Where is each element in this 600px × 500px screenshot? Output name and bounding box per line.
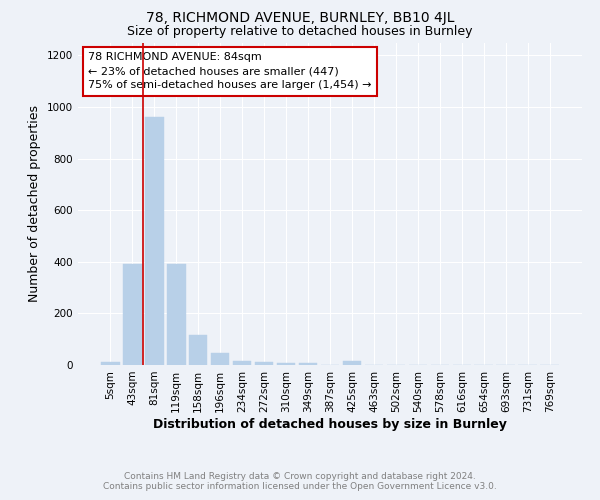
Bar: [167, 264, 185, 365]
Bar: [101, 362, 119, 365]
Bar: [343, 362, 361, 365]
Bar: [255, 362, 274, 365]
Text: Size of property relative to detached houses in Burnley: Size of property relative to detached ho…: [127, 25, 473, 38]
Bar: [189, 336, 208, 365]
Bar: [123, 264, 142, 365]
Bar: [277, 363, 295, 365]
Bar: [233, 362, 251, 365]
Text: 78, RICHMOND AVENUE, BURNLEY, BB10 4JL: 78, RICHMOND AVENUE, BURNLEY, BB10 4JL: [146, 11, 454, 25]
X-axis label: Distribution of detached houses by size in Burnley: Distribution of detached houses by size …: [153, 418, 507, 430]
Text: Contains HM Land Registry data © Crown copyright and database right 2024.
Contai: Contains HM Land Registry data © Crown c…: [103, 472, 497, 491]
Y-axis label: Number of detached properties: Number of detached properties: [28, 106, 41, 302]
Bar: [145, 118, 164, 365]
Bar: [299, 363, 317, 365]
Bar: [211, 352, 229, 365]
Text: 78 RICHMOND AVENUE: 84sqm
← 23% of detached houses are smaller (447)
75% of semi: 78 RICHMOND AVENUE: 84sqm ← 23% of detac…: [88, 52, 371, 90]
